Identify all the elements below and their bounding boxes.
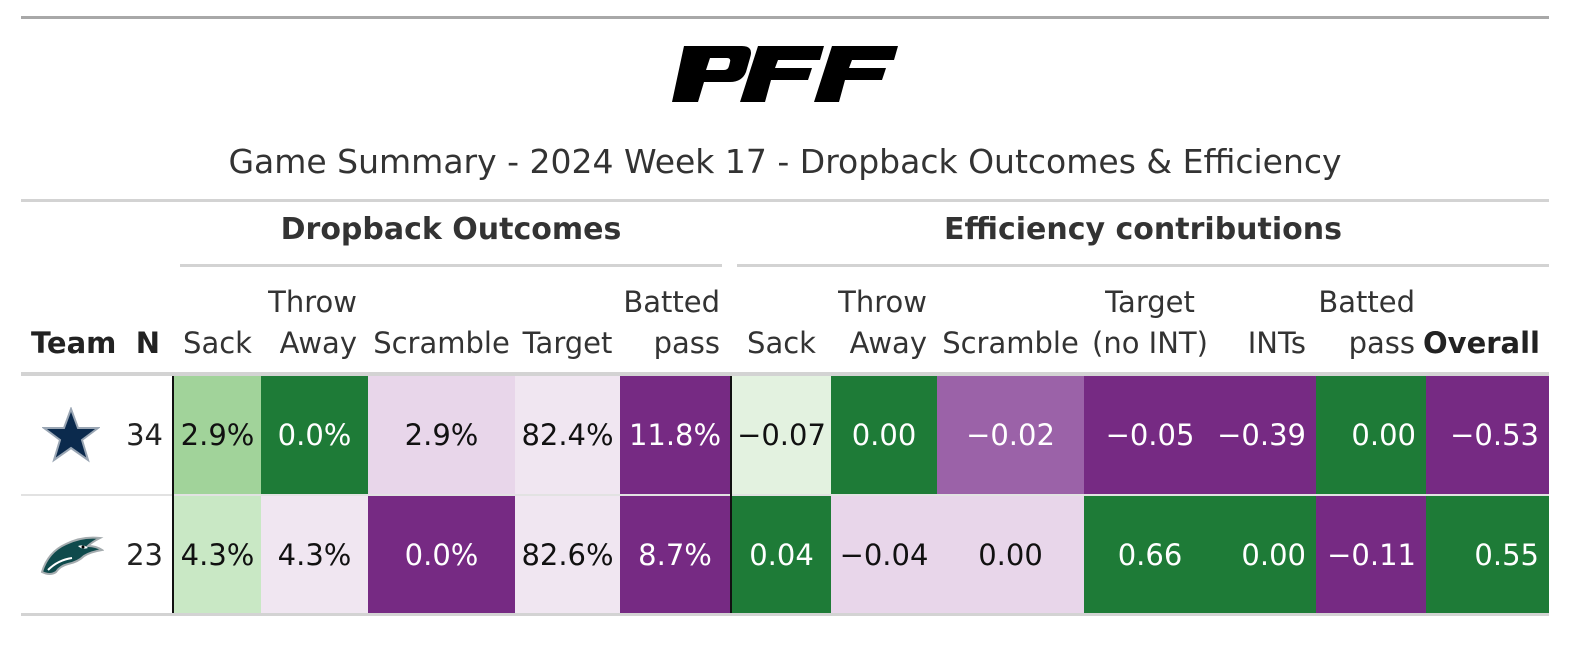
- eff-batted-pass-cell: 0.00: [1316, 376, 1426, 494]
- bottom-rule: [21, 613, 1549, 616]
- col-header-eff-ints: INTs: [1247, 326, 1306, 360]
- eff-sack-cell: 0.04: [732, 496, 831, 614]
- overall-cell: −0.53: [1426, 376, 1549, 494]
- throw-away-cell: 0.0%: [261, 376, 368, 494]
- team-logo-cell: [21, 376, 121, 494]
- eff-ints-cell: 0.00: [1216, 496, 1316, 614]
- col-header-eff-target: Target (no INT): [1092, 285, 1208, 360]
- col-header-n: N: [135, 326, 160, 360]
- title-rule: [21, 199, 1549, 202]
- scramble-cell: 2.9%: [368, 376, 515, 494]
- target-cell: 82.4%: [515, 376, 620, 494]
- eff-target-cell: −0.05: [1084, 376, 1216, 494]
- eff-ints-cell: −0.39: [1216, 376, 1316, 494]
- header-rule: [21, 372, 1549, 376]
- spanner-efficiency-contributions: Efficiency contributions: [944, 212, 1342, 247]
- overall-cell: 0.55: [1426, 496, 1549, 614]
- eff-batted-pass-cell: −0.11: [1316, 496, 1426, 614]
- eagles-head-icon: [40, 536, 104, 575]
- col-header-eff-sack: Sack: [747, 326, 816, 360]
- eff-sack-cell: −0.07: [732, 376, 831, 494]
- col-header-sack: Sack: [183, 326, 252, 360]
- col-header-overall: Overall: [1423, 326, 1540, 360]
- column-divider-middle: [730, 376, 732, 614]
- team-logo-cell: [21, 496, 121, 614]
- pff-logo: [672, 46, 898, 102]
- batted-pass-cell: 11.8%: [620, 376, 730, 494]
- n-cell: 23: [126, 538, 163, 572]
- col-header-team: Team: [31, 326, 117, 360]
- table-title: Game Summary - 2024 Week 17 - Dropback O…: [228, 142, 1342, 181]
- target-cell: 82.6%: [515, 496, 620, 614]
- col-header-throw-away: Throw Away: [268, 285, 357, 360]
- spanner-rule-efficiency: [737, 264, 1549, 267]
- eff-throw-away-cell: −0.04: [831, 496, 937, 614]
- col-header-eff-scramble: Scramble: [942, 326, 1079, 360]
- spanner-dropback-outcomes: Dropback Outcomes: [280, 212, 622, 247]
- row-divider: [21, 494, 1549, 496]
- col-header-target: Target: [522, 326, 613, 360]
- col-header-eff-throw-away: Throw Away: [838, 285, 927, 360]
- eff-throw-away-cell: 0.00: [831, 376, 937, 494]
- eff-target-cell: 0.66: [1084, 496, 1216, 614]
- sack-cell: 4.3%: [174, 496, 261, 614]
- throw-away-cell: 4.3%: [261, 496, 368, 614]
- top-rule: [21, 16, 1549, 19]
- scramble-cell: 0.0%: [368, 496, 515, 614]
- column-divider-left: [172, 376, 174, 614]
- eff-scramble-cell: 0.00: [937, 496, 1084, 614]
- col-header-eff-batted-pass: Batted pass: [1318, 285, 1415, 360]
- batted-pass-cell: 8.7%: [620, 496, 730, 614]
- col-header-scramble: Scramble: [373, 326, 510, 360]
- cowboys-star-icon: [42, 407, 100, 463]
- spanner-rule-outcomes: [180, 264, 722, 267]
- sack-cell: 2.9%: [174, 376, 261, 494]
- eff-scramble-cell: −0.02: [937, 376, 1084, 494]
- col-header-batted-pass: Batted pass: [623, 285, 720, 360]
- n-cell: 34: [126, 418, 163, 452]
